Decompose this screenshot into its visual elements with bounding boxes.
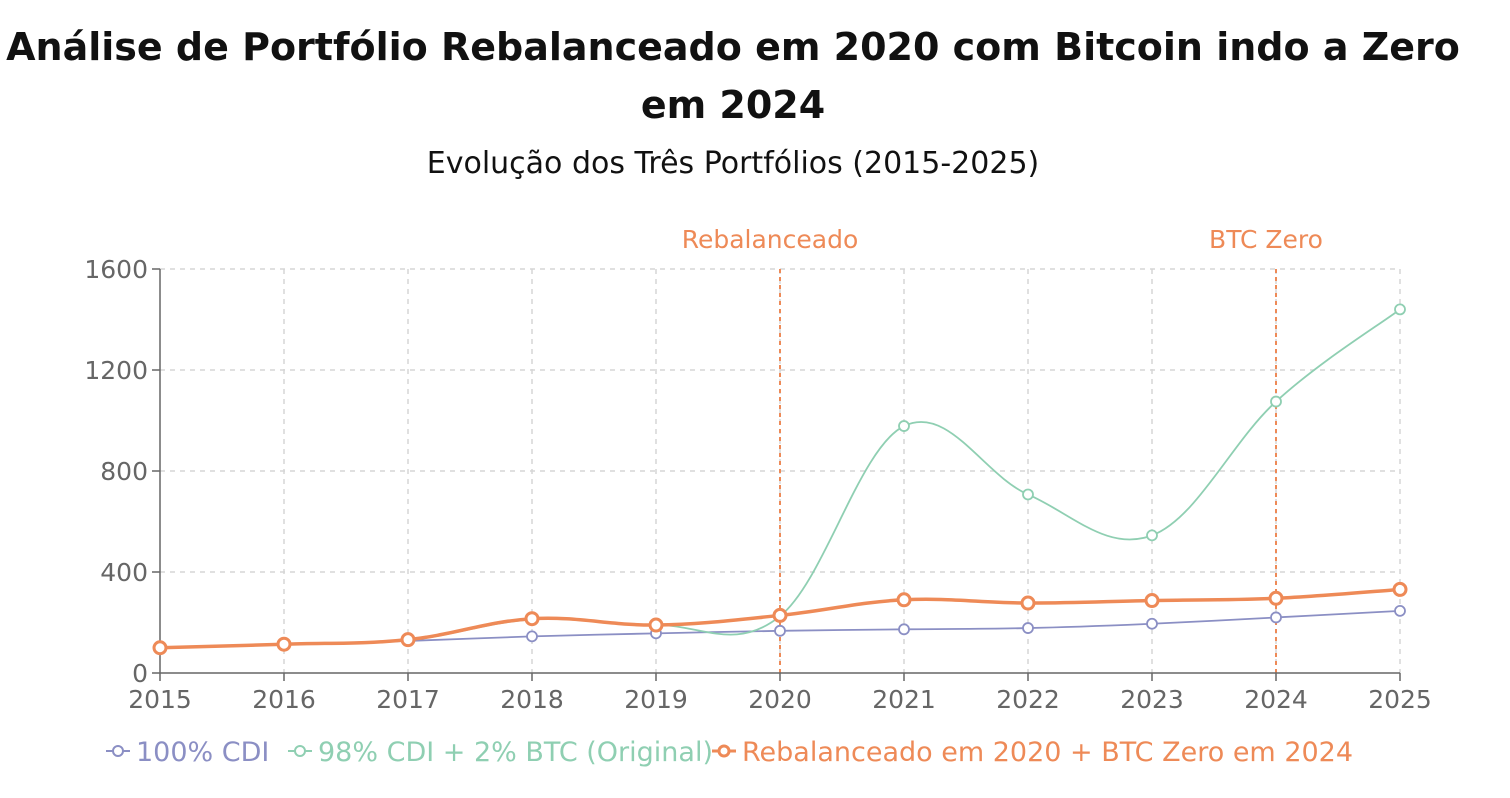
data-point [1268, 590, 1284, 606]
data-point [1146, 529, 1158, 542]
x-tick-label: 2025 [1368, 685, 1432, 714]
x-tick-label: 2021 [872, 685, 936, 714]
data-point [898, 623, 910, 636]
data-point [1022, 488, 1034, 501]
x-tick-label: 2024 [1244, 685, 1308, 714]
reference-lines: Rebalanceado BTC Zero [682, 225, 1323, 673]
data-point [1394, 604, 1406, 617]
reference-line-label: BTC Zero [1209, 225, 1323, 254]
y-tick-label: 400 [100, 558, 148, 587]
x-tick-label: 2019 [624, 685, 688, 714]
legend-swatch-marker [294, 745, 306, 757]
x-tick-label: 2018 [500, 685, 564, 714]
data-point [526, 630, 538, 643]
legend-label: 100% CDI [136, 737, 269, 768]
x-tick-label: 2016 [252, 685, 316, 714]
chart-subtitle: Evolução dos Três Portfólios (2015-2025) [426, 146, 1040, 181]
x-tick-label: 2015 [128, 685, 192, 714]
data-point [1146, 617, 1158, 630]
chart-title: Análise de Portfólio Rebalanceado em 202… [6, 25, 1460, 127]
data-point [276, 636, 292, 652]
data-point [1270, 611, 1282, 624]
y-tick-label: 800 [100, 457, 148, 486]
y-tick-label: 1600 [84, 255, 148, 284]
legend-swatch-marker [112, 745, 124, 757]
legend-swatch-marker [717, 744, 731, 758]
data-point [1394, 303, 1406, 316]
axes: 0 400 800 1200 1600 2015 2016 2017 2018 2019 2020 2… [84, 255, 1431, 714]
legend-label: 98% CDI + 2% BTC (Original) [318, 737, 713, 768]
data-point [524, 611, 540, 627]
x-tick-label: 2023 [1120, 685, 1184, 714]
series-points [152, 303, 1408, 656]
data-point [1022, 622, 1034, 634]
x-tick-label: 2022 [996, 685, 1060, 714]
data-point [400, 632, 416, 648]
data-point [1270, 395, 1282, 408]
data-point [1392, 581, 1408, 597]
y-tick-label: 1200 [84, 356, 148, 385]
data-point [772, 607, 788, 623]
x-tick-label: 2017 [376, 685, 440, 714]
data-point [152, 640, 168, 656]
x-tick-label: 2020 [748, 685, 812, 714]
data-point [648, 617, 664, 633]
reference-line-label: Rebalanceado [682, 225, 859, 254]
legend-label: Rebalanceado em 2020 + BTC Zero em 2024 [742, 737, 1353, 768]
data-point [898, 420, 910, 432]
data-point [1144, 593, 1160, 609]
data-point [774, 624, 786, 637]
data-point [1020, 595, 1036, 611]
legend: 100% CDI 98% CDI + 2% BTC (Original) Rebal… [106, 737, 1353, 768]
y-tick-label: 0 [132, 659, 148, 688]
data-point [896, 592, 912, 608]
